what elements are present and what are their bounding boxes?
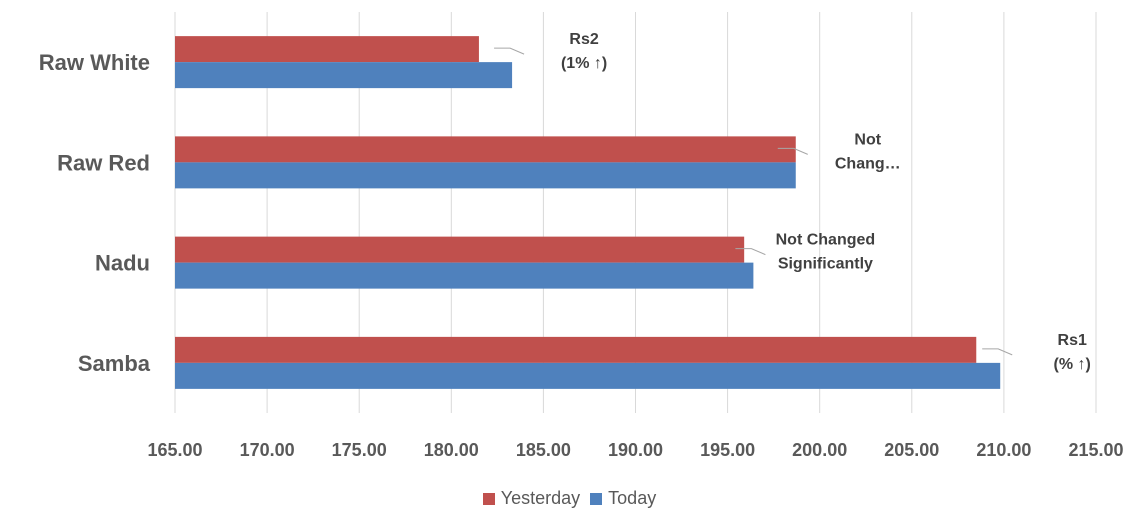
leader-line bbox=[982, 348, 1013, 356]
x-tick-label: 205.00 bbox=[884, 440, 939, 460]
legend: Yesterday Today bbox=[0, 488, 1139, 509]
bar-today-nadu bbox=[175, 262, 754, 289]
bar-chart: Raw White Raw Red Nadu Samba 165.00 170.00 17… bbox=[39, 12, 1124, 460]
x-tick-label: 215.00 bbox=[1068, 440, 1123, 460]
bar-yesterday-raw-white bbox=[175, 36, 479, 63]
category-label: Nadu bbox=[95, 251, 150, 276]
x-tick-label: 200.00 bbox=[792, 440, 847, 460]
x-tick-label: 210.00 bbox=[976, 440, 1031, 460]
bar-yesterday-nadu bbox=[175, 236, 745, 263]
data-label-line: Rs1 bbox=[1058, 332, 1087, 349]
data-label-group: Not Chang… bbox=[777, 131, 901, 172]
leader-line bbox=[494, 47, 525, 55]
bar-yesterday-raw-red bbox=[175, 136, 796, 163]
data-label-line: Significantly bbox=[778, 256, 873, 273]
x-tick-label: 170.00 bbox=[240, 440, 295, 460]
data-labels: Rs2 (1% ↑) Not Chang… Not Changed Significant… bbox=[494, 31, 1091, 373]
data-label-line: Rs2 bbox=[569, 31, 598, 48]
data-label-line: Not Changed bbox=[776, 232, 876, 249]
bars bbox=[175, 36, 1001, 389]
category-labels: Raw White Raw Red Nadu Samba bbox=[39, 50, 151, 376]
legend-item-yesterday: Yesterday bbox=[482, 488, 581, 509]
legend-swatch-yesterday bbox=[482, 492, 495, 505]
leader-line bbox=[777, 147, 808, 155]
data-label-group: Not Changed Significantly bbox=[735, 232, 875, 273]
legend-label-today: Today bbox=[608, 488, 657, 508]
x-tick-label: 190.00 bbox=[608, 440, 663, 460]
category-label: Samba bbox=[78, 351, 151, 376]
x-axis-tick-labels: 165.00 170.00 175.00 180.00 185.00 190.00 195.… bbox=[147, 440, 1123, 460]
data-label-line: (% ↑) bbox=[1054, 356, 1091, 373]
bar-yesterday-samba bbox=[175, 336, 977, 363]
legend-swatch-today bbox=[590, 492, 603, 505]
leader-line bbox=[735, 248, 766, 256]
data-label-line: (1% ↑) bbox=[561, 55, 607, 72]
x-tick-label: 165.00 bbox=[147, 440, 202, 460]
category-label: Raw White bbox=[39, 50, 150, 75]
bar-today-samba bbox=[175, 362, 1001, 389]
x-tick-label: 195.00 bbox=[700, 440, 755, 460]
data-label-group: Rs1 (% ↑) bbox=[982, 332, 1091, 373]
category-label: Raw Red bbox=[57, 150, 150, 175]
legend-label-yesterday: Yesterday bbox=[500, 488, 581, 508]
data-label-line: Not bbox=[854, 131, 881, 148]
bar-today-raw-white bbox=[175, 62, 513, 89]
data-label-group: Rs2 (1% ↑) bbox=[494, 31, 607, 72]
legend-item-today: Today bbox=[590, 488, 656, 509]
x-tick-label: 180.00 bbox=[424, 440, 479, 460]
bar-today-raw-red bbox=[175, 162, 796, 189]
x-tick-label: 175.00 bbox=[332, 440, 387, 460]
x-tick-label: 185.00 bbox=[516, 440, 571, 460]
data-label-line: Chang… bbox=[835, 155, 901, 172]
